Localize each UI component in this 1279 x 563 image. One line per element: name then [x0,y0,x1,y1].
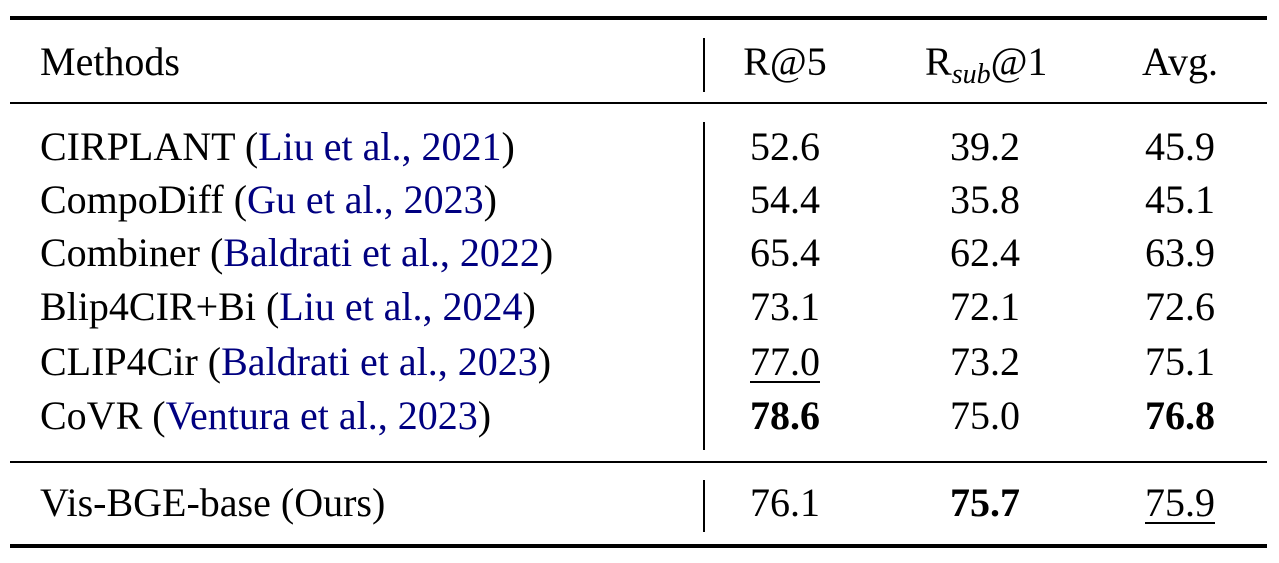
citation-link[interactable]: Liu et al., 2024 [279,284,523,329]
avg-value: 75.1 [1145,339,1215,384]
r5-value: 73.1 [750,284,820,329]
rsub1-value: 73.2 [950,339,1020,384]
table-row: CLIP4Cir (Baldrati et al., 2023) 77.0 73… [0,337,1279,387]
column-separator [703,38,705,92]
r5-value: 65.4 [750,230,820,275]
method-name: CLIP4Cir (Baldrati et al., 2023) [40,339,552,384]
method-name: CompoDiff (Gu et al., 2023) [40,177,497,222]
avg-value: 63.9 [1145,230,1215,275]
table-row: CompoDiff (Gu et al., 2023) 54.4 35.8 45… [0,175,1279,225]
header-rule [10,102,1267,104]
method-name: Blip4CIR+Bi (Liu et al., 2024) [40,284,536,329]
table-row: Combiner (Baldrati et al., 2022) 65.4 62… [0,228,1279,278]
table-row: CoVR (Ventura et al., 2023) 78.6 75.0 76… [0,391,1279,441]
r5-value: 77.0 [750,339,820,384]
rsub1-value: 39.2 [950,124,1020,169]
method-name: Combiner (Baldrati et al., 2022) [40,230,554,275]
r5-value: 78.6 [750,393,820,438]
bottom-rule [10,544,1267,548]
rsub1-value: 72.1 [950,284,1020,329]
citation-link[interactable]: Baldrati et al., 2023 [221,339,538,384]
citation-link[interactable]: Ventura et al., 2023 [165,393,478,438]
column-separator [703,480,705,532]
avg-value: 45.1 [1145,177,1215,222]
rsub1-value: 75.7 [950,480,1020,525]
method-name: CoVR (Ventura et al., 2023) [40,393,492,438]
citation-link[interactable]: Liu et al., 2021 [258,124,502,169]
avg-value: 75.9 [1145,480,1215,525]
header-r5: R@5 [743,39,827,84]
top-rule [10,16,1267,20]
rsub1-value: 35.8 [950,177,1020,222]
column-separator [703,122,705,450]
r5-value: 52.6 [750,124,820,169]
header-avg: Avg. [1142,39,1218,84]
avg-value: 76.8 [1145,393,1215,438]
header-row: Methods R@5 Rsub@1 Avg. [0,37,1279,90]
rsub1-value: 62.4 [950,230,1020,275]
header-rsub1: Rsub@1 [925,39,1048,90]
citation-link[interactable]: Baldrati et al., 2022 [223,230,540,275]
mid-rule [10,461,1267,463]
r5-value: 54.4 [750,177,820,222]
table-row-ours: Vis-BGE-base (Ours) 76.1 75.7 75.9 [0,478,1279,528]
citation-link[interactable]: Gu et al., 2023 [247,177,484,222]
rsub1-value: 75.0 [950,393,1020,438]
avg-value: 72.6 [1145,284,1215,329]
table-row: Blip4CIR+Bi (Liu et al., 2024) 73.1 72.1… [0,282,1279,332]
table-row: CIRPLANT (Liu et al., 2021) 52.6 39.2 45… [0,122,1279,172]
method-name: CIRPLANT (Liu et al., 2021) [40,124,515,169]
header-methods: Methods [40,39,180,84]
r5-value: 76.1 [750,480,820,525]
avg-value: 45.9 [1145,124,1215,169]
method-name: Vis-BGE-base (Ours) [40,480,386,525]
